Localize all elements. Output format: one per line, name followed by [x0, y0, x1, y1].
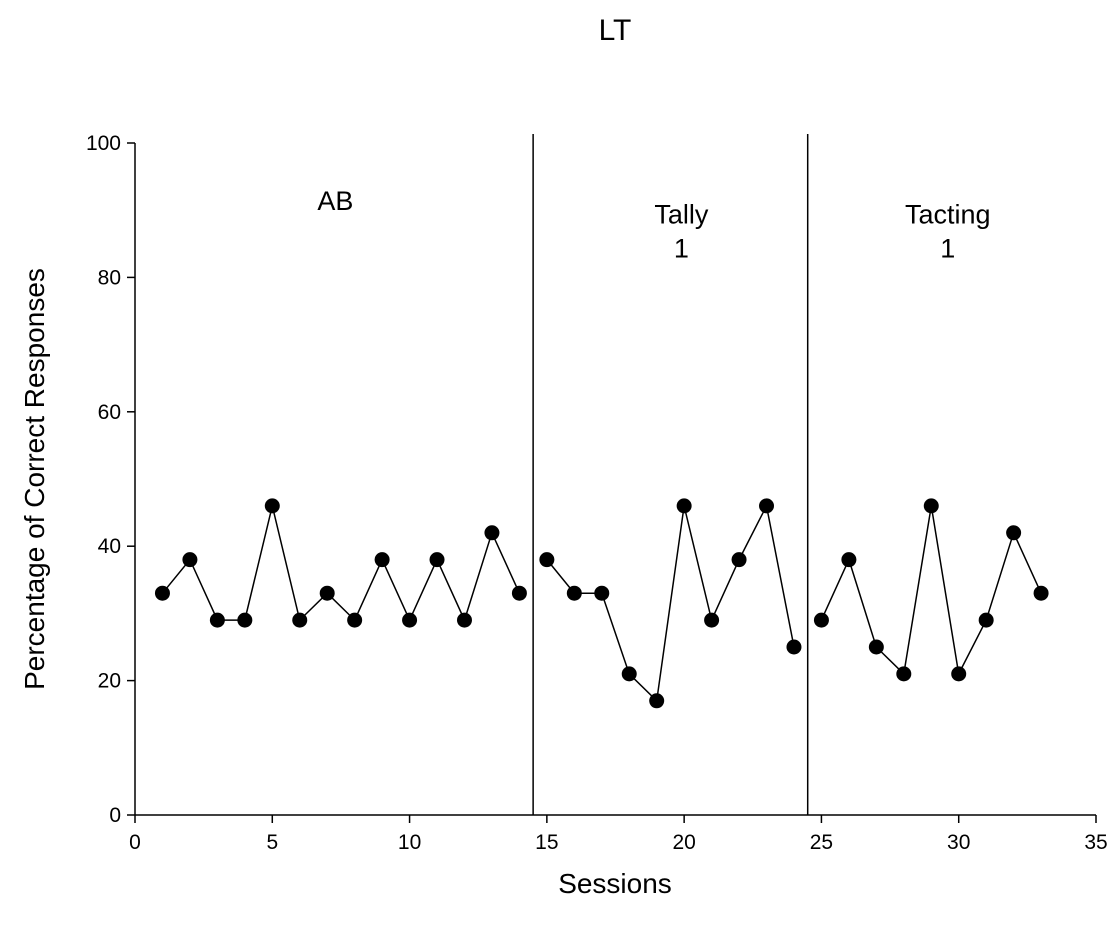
- data-point: [347, 612, 363, 628]
- data-point: [237, 612, 253, 628]
- data-point: [759, 498, 775, 514]
- data-point: [621, 666, 637, 682]
- series-line-segment: [161, 505, 521, 623]
- data-point: [154, 585, 170, 601]
- data-point: [374, 552, 390, 568]
- y-tick-label: 60: [98, 401, 121, 424]
- data-point: [539, 552, 555, 568]
- data-point: [978, 612, 994, 628]
- x-tick-label: 0: [129, 831, 141, 854]
- data-series: [154, 498, 1049, 709]
- data-point: [429, 552, 445, 568]
- phase-label: AB: [317, 186, 353, 216]
- y-tick-label: 80: [98, 266, 121, 289]
- data-point: [676, 498, 692, 514]
- y-axis-label: Percentage of Correct Responses: [19, 268, 50, 690]
- chart-title: LT: [599, 14, 632, 47]
- data-point: [896, 666, 912, 682]
- data-point: [182, 552, 198, 568]
- data-point: [923, 498, 939, 514]
- data-point: [1006, 525, 1022, 541]
- data-point: [1033, 585, 1049, 601]
- data-point: [292, 612, 308, 628]
- data-point: [704, 612, 720, 628]
- x-tick-label: 25: [810, 831, 833, 854]
- data-point: [649, 693, 665, 709]
- y-tick-label: 100: [86, 132, 121, 155]
- data-point: [511, 585, 527, 601]
- data-point: [484, 525, 500, 541]
- data-point: [209, 612, 225, 628]
- y-tick-label: 0: [109, 804, 121, 827]
- x-axis-label: Sessions: [558, 868, 672, 899]
- data-point: [264, 498, 280, 514]
- data-point: [731, 552, 747, 568]
- data-point: [594, 585, 610, 601]
- data-point: [319, 585, 335, 601]
- data-point: [402, 612, 418, 628]
- data-point: [951, 666, 967, 682]
- x-tick-label: 15: [535, 831, 558, 854]
- x-tick-label: 20: [672, 831, 695, 854]
- y-tick-label: 40: [98, 535, 121, 558]
- y-tick-label: 20: [98, 670, 121, 693]
- data-point: [813, 612, 829, 628]
- phase-label: Tally 1: [654, 200, 709, 264]
- phase-change-lines: [532, 134, 809, 815]
- data-point: [868, 639, 884, 655]
- x-tick-label: 35: [1084, 831, 1107, 854]
- x-tick-label: 5: [266, 831, 278, 854]
- phase-label: Tacting 1: [905, 200, 991, 264]
- series-line-segment: [546, 503, 795, 703]
- axes: 0 5 10 15 20 25 30 35 0 20 40 60 80 100: [86, 132, 1108, 854]
- data-point: [841, 552, 857, 568]
- data-point: [566, 585, 582, 601]
- x-tick-label: 30: [947, 831, 970, 854]
- x-tick-label: 10: [398, 831, 421, 854]
- data-point: [786, 639, 802, 655]
- data-point: [456, 612, 472, 628]
- phase-labels: AB Tally 1 Tacting 1: [317, 186, 990, 263]
